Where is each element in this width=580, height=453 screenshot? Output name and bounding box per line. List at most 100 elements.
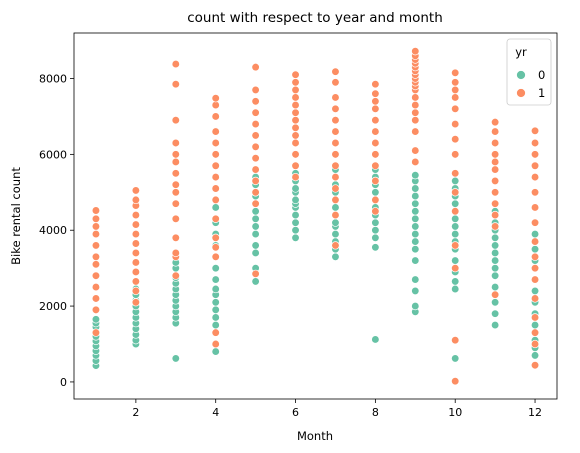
data-point-yr1-71: [291, 150, 300, 159]
x-tick-label: 10: [448, 406, 462, 419]
data-point-yr1-105: [371, 97, 380, 106]
data-point-yr0-103: [411, 275, 420, 284]
data-point-yr0-37: [211, 305, 220, 315]
data-point-yr1-72: [291, 138, 300, 148]
data-point-yr1-0: [91, 328, 101, 337]
data-point-yr1-44: [211, 233, 220, 242]
data-point-yr1-108: [411, 157, 420, 167]
data-point-yr1-5: [91, 260, 101, 269]
data-point-yr0-109: [411, 214, 420, 223]
data-point-yr0-137: [490, 256, 500, 265]
data-point-yr1-143: [490, 210, 500, 220]
data-point-yr1-80: [291, 78, 300, 87]
data-point-yr0-144: [530, 351, 540, 360]
data-point-yr1-128: [451, 264, 460, 273]
data-point-yr1-25: [171, 271, 180, 280]
data-point-yr1-91: [331, 116, 340, 125]
data-point-yr0-113: [411, 184, 420, 193]
data-point-yr1-93: [331, 93, 340, 102]
data-point-yr0-123: [451, 229, 460, 239]
legend-marker-yr1: [516, 88, 526, 98]
data-point-yr0-50: [251, 248, 260, 258]
data-point-yr1-135: [451, 119, 460, 129]
data-point-yr1-82: [331, 241, 340, 250]
data-point-yr1-138: [451, 85, 460, 95]
data-point-yr1-88: [331, 150, 340, 159]
x-tick-label: 6: [292, 406, 299, 419]
data-point-yr0-52: [251, 229, 260, 239]
data-point-yr1-87: [331, 161, 340, 170]
data-point-yr1-146: [490, 176, 500, 186]
data-point-yr0-135: [490, 271, 500, 280]
data-point-yr1-58: [251, 188, 260, 197]
data-point-yr1-94: [331, 78, 340, 87]
data-point-yr0-124: [451, 222, 460, 231]
legend-box: [506, 38, 552, 106]
data-point-yr0-156: [530, 229, 540, 239]
data-point-yr1-99: [371, 161, 380, 170]
data-point-yr1-155: [530, 328, 540, 337]
data-point-yr1-42: [211, 252, 220, 261]
data-point-yr1-17: [131, 248, 141, 258]
data-point-yr0-107: [411, 229, 420, 239]
data-point-yr0-101: [411, 301, 420, 311]
data-point-yr1-76: [291, 108, 300, 117]
data-point-yr0-65: [291, 210, 300, 220]
data-point-yr1-66: [251, 97, 260, 106]
data-point-yr1-73: [291, 131, 300, 140]
data-point-yr0-117: [451, 284, 460, 294]
data-point-yr0-42: [211, 264, 220, 273]
data-point-yr1-49: [211, 161, 220, 170]
data-point-yr0-102: [411, 286, 420, 296]
data-point-yr1-61: [251, 154, 260, 163]
data-point-yr1-29: [171, 214, 180, 223]
data-point-yr1-150: [490, 138, 500, 148]
data-point-yr1-157: [530, 294, 540, 303]
data-point-yr1-140: [451, 68, 460, 77]
data-point-yr1-130: [451, 207, 460, 216]
y-axis-label: Bike rental count: [9, 167, 23, 265]
data-point-yr1-32: [171, 180, 180, 189]
data-point-yr0-51: [251, 241, 260, 250]
legend-entries: 01: [516, 68, 545, 100]
data-point-yr1-64: [251, 119, 260, 129]
data-point-yr0-88: [371, 335, 380, 344]
data-point-yr1-23: [131, 195, 141, 205]
data-point-yr1-133: [451, 150, 460, 159]
data-point-yr0-108: [411, 222, 420, 231]
data-point-yr1-156: [530, 313, 540, 322]
data-point-yr0-54: [251, 214, 260, 223]
data-point-yr1-50: [211, 150, 220, 159]
data-point-yr0-104: [411, 256, 420, 265]
data-point-yr1-55: [211, 94, 220, 103]
data-point-yr1-126: [451, 377, 460, 386]
y-tick-label: 8000: [39, 73, 67, 86]
data-point-yr1-110: [411, 127, 420, 136]
data-point-yr0-91: [371, 226, 380, 235]
data-point-yr0-10: [91, 315, 101, 324]
data-point-yr1-20: [131, 220, 141, 229]
data-point-yr0-138: [490, 248, 500, 258]
data-point-yr1-81: [291, 70, 300, 79]
data-point-yr1-114: [411, 93, 420, 102]
data-point-yr1-35: [171, 150, 180, 159]
data-point-yr1-2: [91, 294, 101, 303]
data-point-yr1-69: [291, 172, 300, 182]
data-point-yr0-34: [211, 347, 220, 356]
data-point-yr0-136: [490, 264, 500, 273]
data-point-yr1-95: [331, 67, 340, 76]
y-tick-label: 4000: [39, 224, 67, 237]
data-point-yr1-59: [251, 176, 260, 186]
x-axis-label: Month: [297, 429, 333, 443]
data-point-yr1-165: [530, 172, 540, 182]
data-point-yr1-16: [131, 258, 141, 267]
data-point-yr1-8: [91, 229, 101, 239]
data-point-yr1-142: [490, 222, 500, 231]
y-tick-label: 2000: [39, 300, 67, 313]
data-point-yr1-113: [411, 100, 420, 110]
data-point-yr0-36: [211, 313, 220, 322]
legend-label-yr1: 1: [538, 86, 545, 100]
data-point-yr1-148: [490, 157, 500, 167]
data-point-yr1-89: [331, 138, 340, 148]
data-point-yr1-127: [451, 336, 460, 345]
